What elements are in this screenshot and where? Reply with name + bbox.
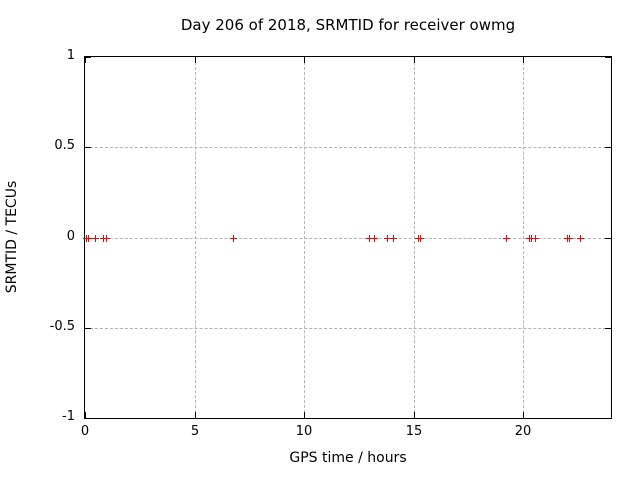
x-tick-label: 20: [514, 424, 532, 439]
y-tick-label: 0: [66, 229, 75, 244]
data-point-marker: [85, 235, 92, 242]
data-point-marker: [528, 235, 535, 242]
marker-vertical-stroke: [580, 235, 581, 242]
gridline-vertical: [195, 57, 196, 418]
x-tick-top: [304, 57, 305, 63]
gridline-horizontal: [85, 238, 611, 239]
marker-vertical-stroke: [531, 235, 532, 242]
marker-vertical-stroke: [393, 235, 394, 242]
data-point-marker: [230, 235, 237, 242]
data-point-marker: [532, 235, 539, 242]
x-axis-label: GPS time / hours: [289, 450, 407, 466]
gridline-vertical: [523, 57, 524, 418]
chart-title: Day 206 of 2018, SRMTID for receiver owm…: [180, 16, 516, 34]
marker-vertical-stroke: [569, 235, 570, 242]
gridline-vertical: [304, 57, 305, 418]
x-tick-label: 10: [295, 424, 313, 439]
data-point-marker: [577, 235, 584, 242]
x-tick-label: 15: [405, 424, 423, 439]
data-point-marker: [371, 235, 378, 242]
data-point-marker: [390, 235, 397, 242]
x-tick-label: 5: [190, 424, 200, 439]
y-tick-left: [85, 57, 91, 58]
x-tick-top: [85, 57, 86, 63]
gridline-vertical: [414, 57, 415, 418]
data-point-marker: [566, 235, 573, 242]
x-tick-label: 0: [80, 424, 90, 439]
marker-vertical-stroke: [369, 235, 370, 242]
marker-vertical-stroke: [387, 235, 388, 242]
marker-vertical-stroke: [88, 235, 89, 242]
marker-vertical-stroke: [374, 235, 375, 242]
y-tick-right: [605, 238, 611, 239]
y-tick-label: 0.5: [54, 138, 75, 153]
x-tick-top: [523, 57, 524, 63]
y-tick-right: [605, 147, 611, 148]
marker-vertical-stroke: [420, 235, 421, 242]
plot-area: [83, 56, 612, 419]
x-tick-bottom: [523, 412, 524, 418]
y-axis-label: SRMTID / TECUs: [4, 180, 20, 294]
marker-vertical-stroke: [95, 235, 96, 242]
gridline-horizontal: [85, 147, 611, 148]
y-tick-right: [605, 57, 611, 58]
marker-vertical-stroke: [506, 235, 507, 242]
y-tick-right: [605, 418, 611, 419]
marker-vertical-stroke: [233, 235, 234, 242]
x-tick-top: [195, 57, 196, 63]
data-point-marker: [366, 235, 373, 242]
y-tick-label: -1: [62, 409, 75, 424]
data-point-marker: [503, 235, 510, 242]
marker-vertical-stroke: [535, 235, 536, 242]
data-point-marker: [92, 235, 99, 242]
y-tick-right: [605, 328, 611, 329]
y-tick-label: 1: [66, 48, 75, 63]
gridline-horizontal: [85, 328, 611, 329]
data-point-marker: [417, 235, 424, 242]
x-tick-bottom: [85, 412, 86, 418]
y-tick-left: [85, 418, 91, 419]
x-tick-top: [414, 57, 415, 63]
data-point-marker: [384, 235, 391, 242]
data-point-marker: [103, 235, 110, 242]
x-tick-bottom: [304, 412, 305, 418]
y-tick-label: -0.5: [49, 319, 75, 334]
y-tick-left: [85, 328, 91, 329]
y-tick-left: [85, 147, 91, 148]
marker-vertical-stroke: [106, 235, 107, 242]
x-tick-bottom: [195, 412, 196, 418]
x-tick-bottom: [414, 412, 415, 418]
